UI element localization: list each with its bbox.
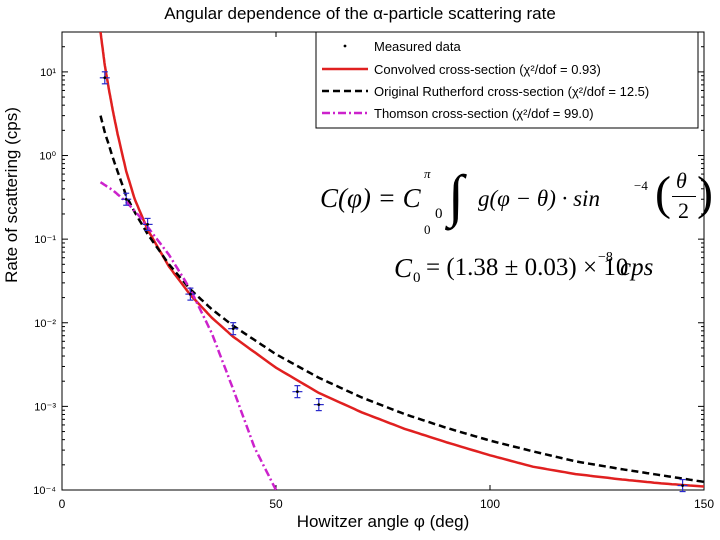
y-tick-label-5: 10¹ <box>40 67 56 79</box>
y-tick-label-2: 10⁻² <box>34 318 56 330</box>
data-point-marker <box>189 292 192 296</box>
formula-c0-subscript-2: 0 <box>413 270 421 286</box>
data-points <box>99 71 688 493</box>
y-tick-label-1: 10⁻³ <box>34 401 56 413</box>
x-tick-label-3: 150 <box>694 497 714 511</box>
x-axis-label: Howitzer angle φ (deg) <box>296 512 470 531</box>
formula-c0-subscript: 0 <box>435 206 443 222</box>
legend-label-rutherford: Original Rutherford cross-section (χ²/do… <box>374 84 649 99</box>
formula-theta: θ <box>676 168 687 193</box>
x-tick-label-2: 100 <box>480 497 500 511</box>
rutherford-curve <box>99 115 704 484</box>
data-point-marker <box>103 76 107 80</box>
axis-ticks: 0 50 100 150 10⁻⁴ 10⁻³ 10⁻² 10⁻¹ 10⁰ 10¹ <box>33 31 714 511</box>
x-tick-label-1: 50 <box>269 497 283 511</box>
data-point <box>677 478 688 493</box>
formula-right-paren: ) <box>697 167 713 220</box>
data-point <box>142 217 153 232</box>
data-point-marker <box>681 484 684 487</box>
data-point <box>228 322 239 336</box>
chart-title: Angular dependence of the α-particle sca… <box>164 4 556 23</box>
formula-integral-sign: ∫ <box>448 163 464 228</box>
legend-label-convolved: Convolved cross-section (χ²/dof = 0.93) <box>374 62 601 77</box>
legend-label-thomson: Thomson cross-section (χ²/dof = 99.0) <box>374 106 594 121</box>
convolved-curve <box>99 32 704 488</box>
data-point <box>99 71 110 85</box>
formula-c0: C <box>394 253 413 283</box>
formula-c0-value: = (1.38 ± 0.03) × 10 <box>426 254 629 281</box>
data-point-marker <box>317 403 321 407</box>
formula-integral-upper: π <box>424 166 431 181</box>
legend-box <box>315 31 699 129</box>
formula-sin-exponent: −4 <box>634 178 648 193</box>
formula-left-paren: ( <box>655 167 671 220</box>
data-point <box>185 287 196 301</box>
formula-integrand: g(φ − θ) · sin <box>478 186 600 211</box>
formula-fraction-bar <box>672 196 696 197</box>
legend-label-measured: Measured data <box>374 39 461 54</box>
curves <box>99 32 704 490</box>
formula-integral-lower: 0 <box>424 222 431 237</box>
thomson-curve <box>99 181 278 490</box>
data-point-marker <box>296 390 299 394</box>
formula-two: 2 <box>678 198 689 223</box>
y-tick-label-0: 10⁻⁴ <box>33 485 56 497</box>
y-tick-label-4: 10⁰ <box>39 151 56 163</box>
y-tick-label-3: 10⁻¹ <box>34 234 56 246</box>
formula-c0-unit: cps <box>620 254 654 281</box>
data-point <box>292 385 303 399</box>
data-point-marker <box>146 223 150 226</box>
legend-swatch-measured <box>343 44 347 48</box>
formula-lhs: C(φ) = C <box>320 183 421 213</box>
y-axis-label-text: Rate of scattering (cps) <box>2 107 21 283</box>
x-tick-label-0: 0 <box>59 497 66 511</box>
data-point-marker <box>231 327 235 331</box>
data-point-marker <box>124 197 128 201</box>
data-point <box>121 192 132 206</box>
data-point <box>313 398 324 412</box>
formula-c0-exponent: −8 <box>598 250 613 265</box>
legend: Measured data Convolved cross-section (χ… <box>315 31 699 129</box>
